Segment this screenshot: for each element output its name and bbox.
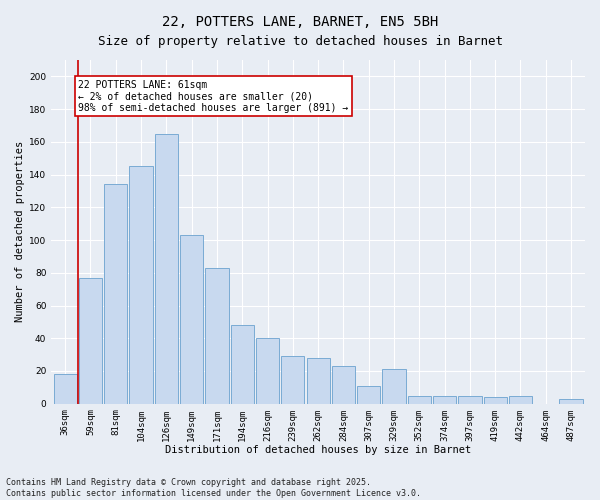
Bar bbox=[382, 370, 406, 404]
Text: 22, POTTERS LANE, BARNET, EN5 5BH: 22, POTTERS LANE, BARNET, EN5 5BH bbox=[162, 15, 438, 29]
Bar bbox=[559, 399, 583, 404]
Bar bbox=[484, 397, 507, 404]
Bar bbox=[155, 134, 178, 404]
Bar bbox=[104, 184, 127, 404]
Text: 22 POTTERS LANE: 61sqm
← 2% of detached houses are smaller (20)
98% of semi-deta: 22 POTTERS LANE: 61sqm ← 2% of detached … bbox=[79, 80, 349, 113]
Bar bbox=[458, 396, 482, 404]
Bar bbox=[509, 396, 532, 404]
Text: Contains HM Land Registry data © Crown copyright and database right 2025.
Contai: Contains HM Land Registry data © Crown c… bbox=[6, 478, 421, 498]
Bar bbox=[230, 325, 254, 404]
Bar bbox=[281, 356, 304, 404]
Bar bbox=[332, 366, 355, 404]
Bar bbox=[433, 396, 456, 404]
Bar bbox=[53, 374, 77, 404]
Bar bbox=[180, 235, 203, 404]
Bar bbox=[357, 386, 380, 404]
Bar bbox=[205, 268, 229, 404]
X-axis label: Distribution of detached houses by size in Barnet: Distribution of detached houses by size … bbox=[165, 445, 471, 455]
Text: Size of property relative to detached houses in Barnet: Size of property relative to detached ho… bbox=[97, 35, 503, 48]
Bar bbox=[307, 358, 330, 404]
Bar bbox=[256, 338, 279, 404]
Bar bbox=[407, 396, 431, 404]
Bar bbox=[79, 278, 102, 404]
Bar bbox=[130, 166, 153, 404]
Y-axis label: Number of detached properties: Number of detached properties bbox=[15, 141, 25, 322]
